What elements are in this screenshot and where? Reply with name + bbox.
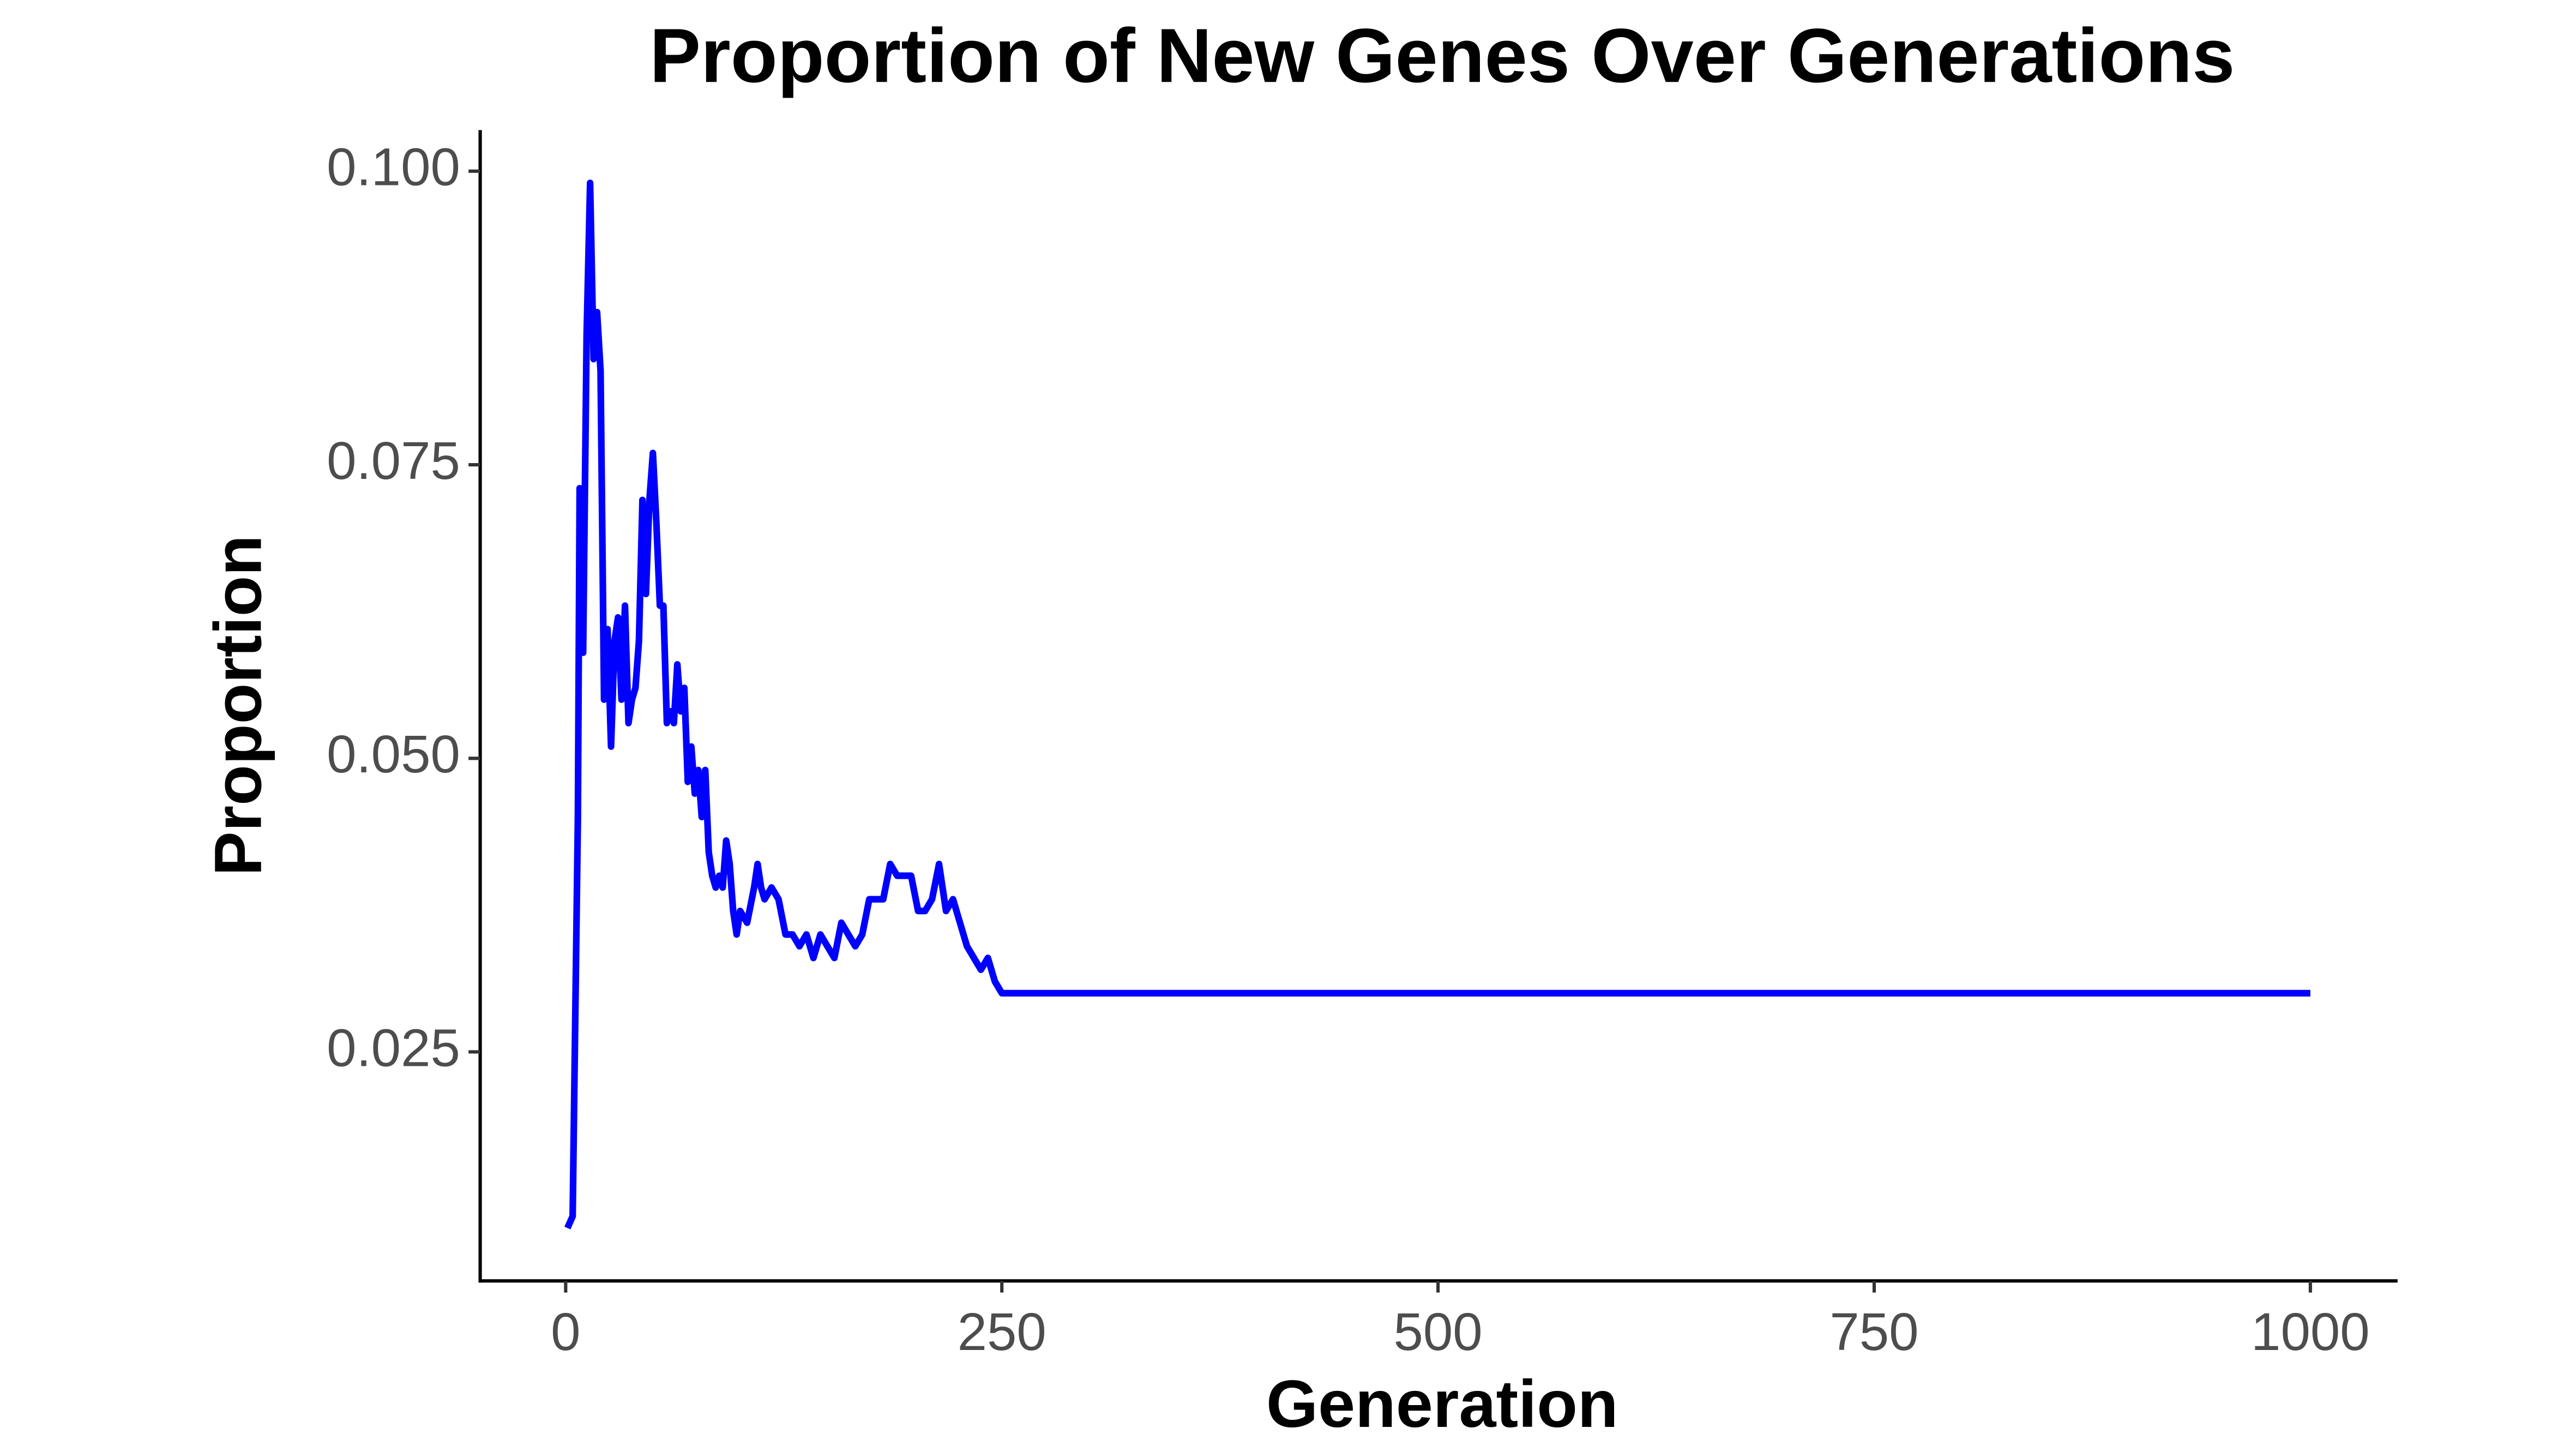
- y-tick-label: 0.050: [327, 724, 460, 784]
- x-tick-label: 750: [1829, 1301, 1918, 1361]
- x-tick-label: 250: [958, 1301, 1046, 1361]
- y-tick-label: 0.075: [327, 430, 460, 490]
- data-line: [564, 179, 2310, 1229]
- x-tick-label: 500: [1393, 1301, 1482, 1361]
- x-tick-label: 1000: [2251, 1301, 2370, 1361]
- y-tick-label: 0.100: [327, 137, 460, 197]
- y-tick-label: 0.025: [327, 1017, 460, 1077]
- y-axis-title: Proportion: [201, 535, 275, 876]
- x-tick-label: 0: [551, 1301, 580, 1361]
- chart-title: Proportion of New Genes Over Generations: [649, 13, 2235, 98]
- x-axis-title: Generation: [1266, 1366, 1618, 1441]
